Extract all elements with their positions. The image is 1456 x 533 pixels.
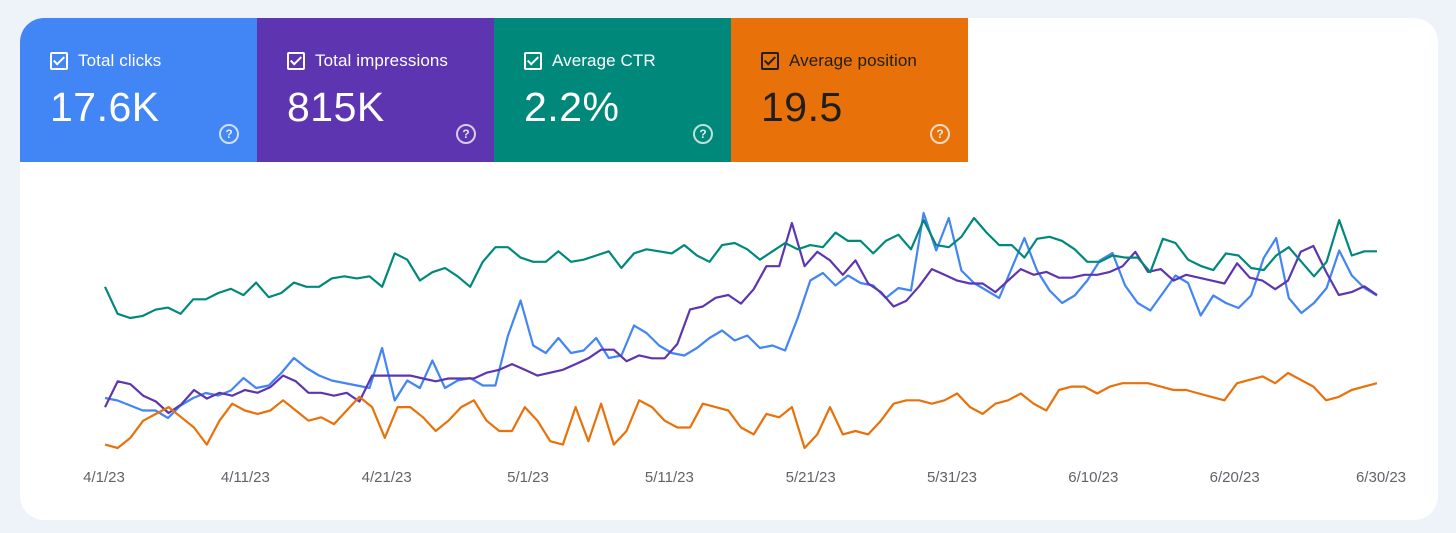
help-icon[interactable]: ?	[693, 124, 713, 144]
x-tick-label: 5/11/23	[645, 469, 694, 486]
metric-value: 19.5	[761, 84, 843, 130]
metric-tile-average-ctr[interactable]: Average CTR 2.2% ?	[494, 18, 731, 162]
x-tick-label: 6/10/23	[1068, 469, 1118, 486]
x-tick-label: 4/21/23	[362, 469, 412, 486]
metric-label: Total clicks	[78, 51, 162, 70]
performance-card: Total clicks 17.6K ? Total impressions 8…	[20, 18, 1438, 520]
checkbox-checked-icon[interactable]	[50, 52, 68, 70]
x-tick-label: 4/1/23	[83, 469, 125, 486]
help-icon[interactable]: ?	[219, 124, 239, 144]
x-tick-label: 5/21/23	[786, 469, 836, 486]
help-icon[interactable]: ?	[456, 124, 476, 144]
performance-line-chart: 4/1/23 4/11/23 4/21/23 5/1/23 5/11/23 5/21/23…	[83, 211, 1406, 486]
metric-tile-header: Total clicks	[50, 51, 161, 71]
x-tick-label: 5/1/23	[507, 469, 549, 486]
series-line-average-position	[104, 371, 1378, 450]
metric-value: 2.2%	[524, 84, 620, 130]
metric-tile-total-impressions[interactable]: Total impressions 815K ?	[257, 18, 494, 162]
series-line-average-ctr	[104, 216, 1377, 320]
metric-tile-header: Total impressions	[287, 51, 448, 71]
x-tick-label: 6/20/23	[1210, 469, 1260, 486]
checkbox-checked-icon[interactable]	[524, 52, 542, 70]
checkbox-checked-icon[interactable]	[287, 52, 305, 70]
x-tick-label: 6/30/23	[1356, 469, 1406, 486]
metric-tile-header: Average position	[761, 51, 917, 71]
metric-label: Average CTR	[552, 51, 656, 70]
metric-tile-total-clicks[interactable]: Total clicks 17.6K ?	[20, 18, 257, 162]
metric-value: 17.6K	[50, 84, 160, 130]
checkbox-checked-icon[interactable]	[761, 52, 779, 70]
metric-tile-header: Average CTR	[524, 51, 656, 71]
x-tick-label: 4/11/23	[221, 469, 270, 486]
series-line-total-clicks	[104, 211, 1378, 420]
metric-value: 815K	[287, 84, 385, 130]
x-tick-label: 5/31/23	[927, 469, 977, 486]
help-icon[interactable]: ?	[930, 124, 950, 144]
metric-tiles: Total clicks 17.6K ? Total impressions 8…	[20, 18, 968, 162]
metric-tile-average-position[interactable]: Average position 19.5 ?	[731, 18, 968, 162]
metric-label: Total impressions	[315, 51, 449, 70]
metric-label: Average position	[789, 51, 917, 70]
series-line-total-impressions	[104, 221, 1378, 415]
